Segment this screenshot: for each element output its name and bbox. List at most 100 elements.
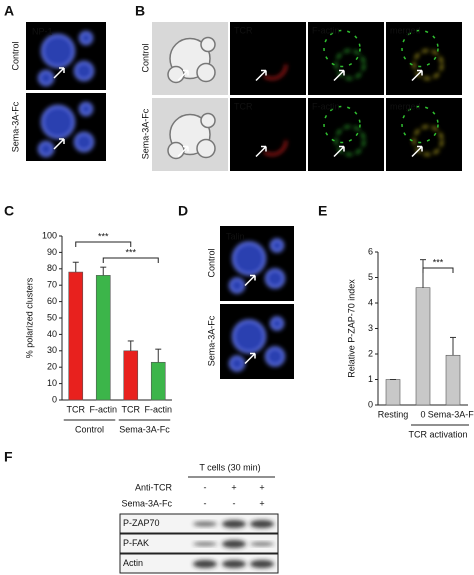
cell — [74, 61, 94, 81]
channel-label: F-actin — [312, 25, 340, 35]
row-label: Control — [10, 41, 20, 70]
y-tick-label: 0 — [368, 399, 373, 409]
arrow — [255, 69, 267, 82]
micrograph — [230, 22, 306, 95]
y-axis-label: Relative P-ZAP-70 index — [346, 279, 356, 378]
cell — [74, 132, 94, 152]
blot-label: P-FAK — [123, 538, 149, 548]
cell — [232, 241, 266, 276]
label: D — [178, 203, 188, 219]
y-tick-label: 3 — [368, 323, 373, 333]
significance: *** — [98, 231, 109, 241]
significance: *** — [125, 247, 136, 257]
band — [222, 540, 246, 548]
x-tick-label: TCR — [122, 404, 141, 414]
channel-label: TCR — [234, 25, 253, 35]
label: E — [318, 203, 327, 219]
group-label: TCR activation — [408, 429, 467, 439]
error-bar — [72, 261, 79, 273]
error-bar — [100, 266, 107, 276]
arrow — [333, 145, 345, 158]
row-label: Control — [140, 43, 150, 72]
x-tick-label: F-actin — [89, 404, 117, 414]
cell — [265, 346, 285, 367]
image-layer — [26, 22, 462, 574]
sign: - — [233, 498, 236, 508]
y-tick-label: 5 — [368, 272, 373, 282]
cell — [200, 36, 216, 53]
micrograph — [308, 98, 384, 171]
cell — [167, 141, 185, 160]
cell — [257, 49, 287, 80]
bar — [150, 361, 166, 401]
label: NP-1 — [32, 26, 53, 36]
sign: - — [204, 482, 207, 492]
y-tick-label: 6 — [368, 246, 373, 256]
arrow — [244, 352, 256, 365]
y-tick-label: 100 — [42, 230, 57, 240]
channel-label: TCR — [234, 101, 253, 111]
y-tick-label: 0 — [52, 394, 57, 404]
arrow — [244, 274, 256, 287]
error-bar — [450, 336, 456, 356]
label: A — [4, 3, 14, 19]
row-label: Control — [206, 248, 216, 277]
sign: + — [231, 482, 236, 492]
band — [250, 520, 274, 528]
cell — [41, 105, 75, 139]
arrow — [53, 67, 65, 79]
band — [250, 560, 274, 568]
cell — [323, 105, 361, 144]
y-tick-label: 80 — [47, 263, 57, 273]
cell — [229, 277, 245, 294]
sign: + — [259, 482, 264, 492]
arrow — [53, 138, 65, 150]
band — [222, 560, 246, 568]
y-tick-label: 4 — [368, 297, 373, 307]
significance: *** — [433, 257, 444, 267]
arrow — [411, 145, 423, 158]
bar — [123, 350, 139, 401]
cell — [79, 31, 93, 45]
band — [250, 542, 274, 546]
arrow — [255, 145, 267, 158]
cell — [257, 125, 287, 156]
y-tick-label: 50 — [47, 312, 57, 322]
cell — [335, 125, 365, 156]
arrow — [177, 145, 189, 158]
cell — [270, 238, 284, 253]
x-tick-label: F-actin — [144, 404, 172, 414]
label: C — [4, 203, 14, 219]
cell — [232, 319, 266, 354]
error-bar — [155, 348, 162, 363]
cell — [413, 49, 443, 80]
micrograph — [230, 98, 306, 171]
row-label: Sema-3A-Fc — [140, 108, 150, 159]
cell — [196, 138, 216, 159]
y-tick-label: 2 — [368, 348, 373, 358]
cell — [335, 49, 365, 80]
x-tick-label: Sema-3A-Fc — [428, 409, 474, 419]
y-tick-label: 90 — [47, 247, 57, 257]
micrograph — [386, 98, 462, 171]
y-tick-label: 70 — [47, 280, 57, 290]
significance-bracket — [422, 267, 454, 273]
row-label: Sema-3A-Fc — [206, 315, 216, 366]
cell — [38, 70, 54, 86]
micrograph — [308, 22, 384, 95]
bar — [385, 379, 401, 406]
sign: - — [204, 498, 207, 508]
row-label: Sema-3A-Fc — [121, 498, 172, 508]
significance-bracket — [102, 257, 159, 263]
channel-label: F-actin — [312, 101, 340, 111]
error-bar — [127, 340, 134, 351]
y-tick-label: 1 — [368, 374, 373, 384]
x-tick-label: 0 — [420, 409, 425, 419]
cell — [401, 105, 439, 144]
y-tick-label: 20 — [47, 362, 57, 372]
blot-label: P-ZAP70 — [123, 518, 160, 528]
cell — [413, 125, 443, 156]
blot-label: Actin — [123, 558, 143, 568]
bar — [95, 275, 111, 401]
y-tick-label: 60 — [47, 296, 57, 306]
